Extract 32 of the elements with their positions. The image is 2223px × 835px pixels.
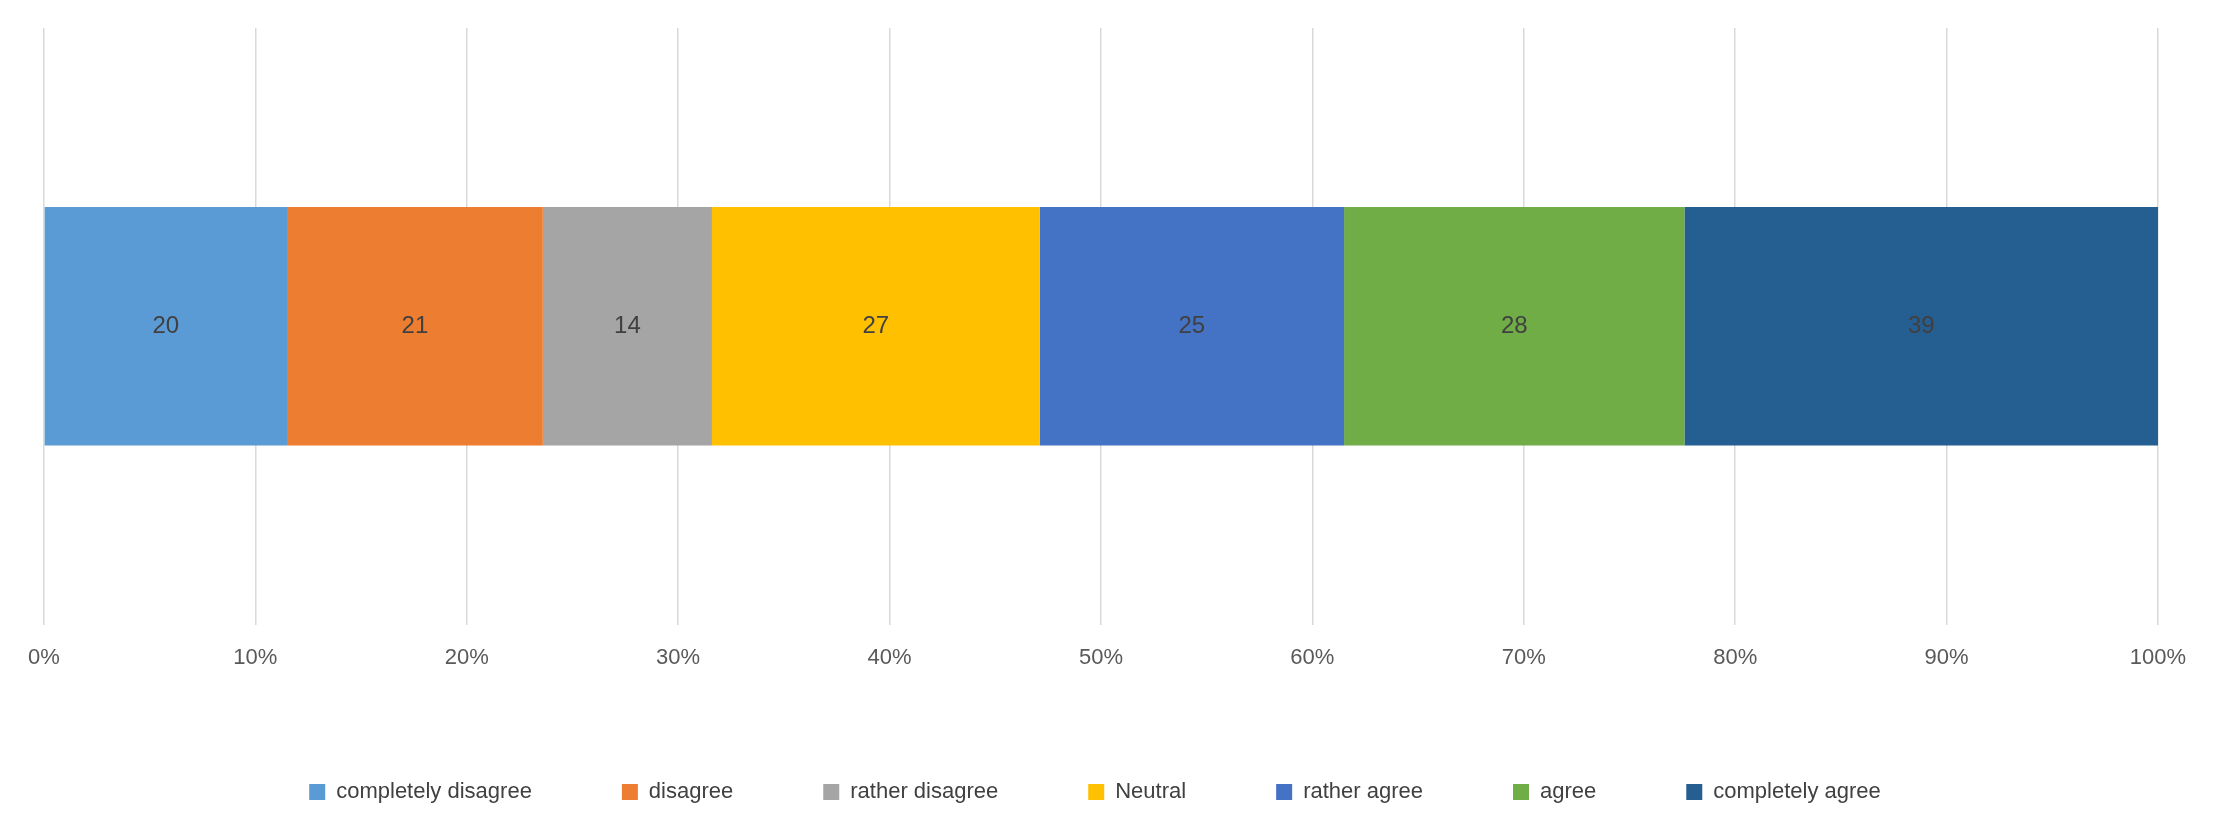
legend-label: Neutral <box>1115 778 1187 804</box>
bar <box>1039 206 1345 446</box>
bar <box>287 206 543 446</box>
x-tick-label: 20% <box>444 643 489 669</box>
legend-label: completely agree <box>1713 778 1881 804</box>
x-tick-label: 60% <box>1290 643 1335 669</box>
bar <box>1344 206 1685 446</box>
annotation: 27 <box>862 310 890 338</box>
legend-label: disagree <box>648 778 734 804</box>
legend-label: rather disagree <box>850 778 999 804</box>
annotation: 20 <box>152 310 180 338</box>
annotation: 25 <box>1178 310 1206 338</box>
bar <box>542 206 712 446</box>
legend-label: completely disagree <box>336 778 532 804</box>
x-tick-label: 40% <box>867 643 912 669</box>
x-tick-label: 30% <box>656 643 701 669</box>
annotation: 39 <box>1907 310 1935 338</box>
bar <box>1684 206 2158 446</box>
x-tick-label: 100% <box>2129 643 2187 669</box>
legend-label: rather agree <box>1303 778 1423 804</box>
bar <box>44 206 288 446</box>
annotation: 21 <box>401 310 429 338</box>
legend-label: agree <box>1540 778 1597 804</box>
bar <box>711 206 1040 446</box>
x-tick-label: 10% <box>233 643 278 669</box>
annotation: 14 <box>614 310 641 338</box>
x-tick-label: 80% <box>1713 643 1758 669</box>
x-tick-label: 90% <box>1924 643 1969 669</box>
x-tick-label: 0% <box>28 643 60 669</box>
annotation: 28 <box>1500 310 1528 338</box>
x-tick-label: 70% <box>1501 643 1546 669</box>
x-tick-label: 50% <box>1078 643 1123 669</box>
